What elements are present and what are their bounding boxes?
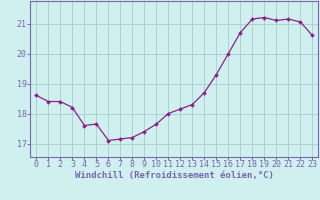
X-axis label: Windchill (Refroidissement éolien,°C): Windchill (Refroidissement éolien,°C): [75, 171, 274, 180]
